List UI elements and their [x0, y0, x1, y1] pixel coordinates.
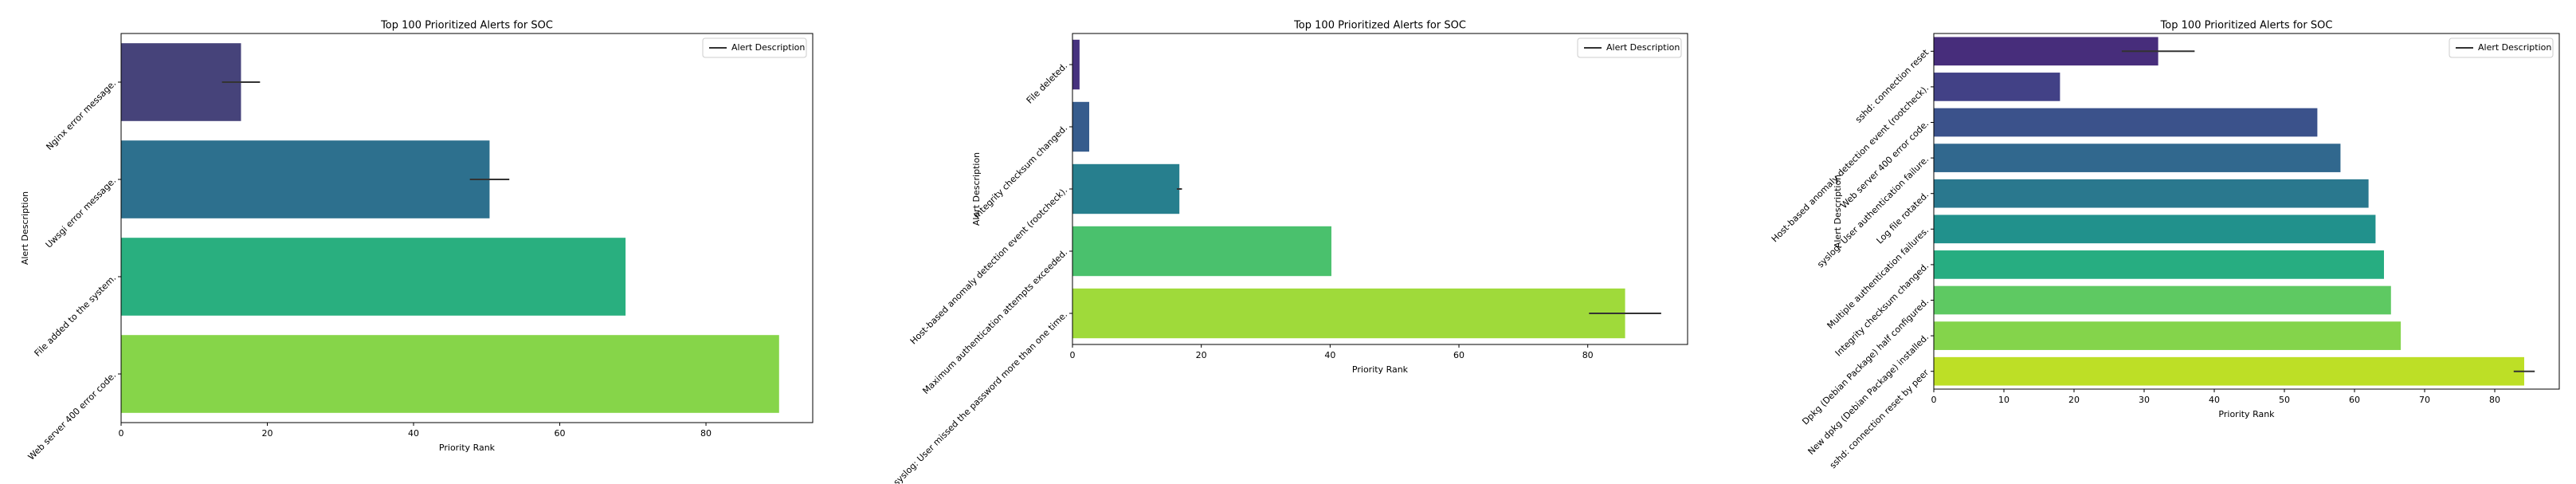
bar [121, 43, 241, 121]
subplot: Top 100 Prioritized Alerts for SOC 0 20 40 6… [20, 20, 814, 462]
axes-frame [1933, 33, 2560, 390]
bar [1934, 321, 2402, 350]
bar [1072, 226, 1331, 277]
bar [1934, 214, 2376, 244]
legend-label: Alert Description [731, 42, 805, 53]
legend-box [1577, 37, 1682, 58]
subplot: Top 100 Prioritized Alerts for SOC 0 10 20 3… [1770, 20, 2560, 470]
bar [1072, 39, 1080, 90]
x-tick-label: 40 [408, 428, 419, 439]
bar [1934, 356, 2524, 386]
x-axis-label: Priority Rank [2218, 409, 2275, 419]
y-axis-label: Alert Description [1833, 175, 1843, 248]
subplot: Top 100 Prioritized Alerts for SOC 0 20 40 6… [892, 20, 1688, 484]
axes-frame [1072, 33, 1688, 345]
chart-title: Top 100 Prioritized Alerts for SOC [380, 20, 553, 32]
x-tick-label: 80 [1582, 350, 1594, 360]
axes-frame [120, 33, 814, 423]
x-tick-label: 20 [262, 428, 273, 439]
bar [1934, 179, 2369, 208]
bar [1934, 285, 2391, 315]
x-tick-label: 60 [2349, 395, 2360, 405]
bar [1072, 288, 1625, 339]
y-tick-label: File deleted. [1025, 61, 1070, 106]
y-tick-label: Dpkg (Debian Package) half configured. [1800, 297, 1931, 427]
x-tick-label: 50 [2279, 395, 2290, 405]
y-axis-label: Alert Description [971, 152, 982, 226]
bar [1934, 37, 2158, 66]
x-tick-label: 0 [119, 428, 124, 439]
chart-title: Top 100 Prioritized Alerts for SOC [2160, 20, 2333, 32]
bar [121, 238, 626, 316]
y-tick-label: Web server 400 error code. [26, 370, 119, 462]
x-tick-label: 40 [2209, 395, 2220, 405]
legend-box [702, 37, 807, 58]
bar [1072, 101, 1090, 152]
y-tick-label: File added to the system. [33, 273, 119, 359]
x-tick-label: 0 [1070, 350, 1076, 360]
y-tick-label: Uwsgi error message. [44, 175, 119, 250]
bar [1934, 73, 2060, 101]
y-tick-label: Nginx error message. [44, 78, 118, 152]
x-tick-label: 80 [2489, 395, 2500, 405]
x-tick-label: 20 [1196, 350, 1207, 360]
chart-title: Top 100 Prioritized Alerts for SOC [1293, 20, 1466, 32]
bar [1934, 144, 2341, 172]
x-tick-label: 80 [700, 428, 712, 439]
bar [121, 335, 779, 413]
bar [1072, 163, 1180, 214]
x-tick-label: 10 [1998, 395, 2009, 405]
bar [121, 140, 490, 218]
x-tick-label: 0 [1931, 395, 1937, 405]
bar [1934, 108, 2318, 137]
legend-box [2449, 37, 2554, 58]
x-tick-label: 40 [1324, 350, 1335, 360]
x-tick-label: 60 [555, 428, 566, 439]
x-tick-label: 70 [2419, 395, 2430, 405]
y-axis-label: Alert Description [20, 191, 30, 265]
x-tick-label: 60 [1453, 350, 1464, 360]
legend-label: Alert Description [2478, 42, 2551, 53]
x-tick-label: 30 [2139, 395, 2150, 405]
x-axis-label: Priority Rank [1352, 364, 1409, 375]
x-tick-label: 20 [2068, 395, 2080, 405]
y-tick-label: Maximum authentication attempts exceeded… [920, 247, 1069, 396]
bar [1934, 250, 2384, 279]
x-axis-label: Priority Rank [439, 443, 496, 453]
legend-label: Alert Description [1606, 42, 1680, 53]
